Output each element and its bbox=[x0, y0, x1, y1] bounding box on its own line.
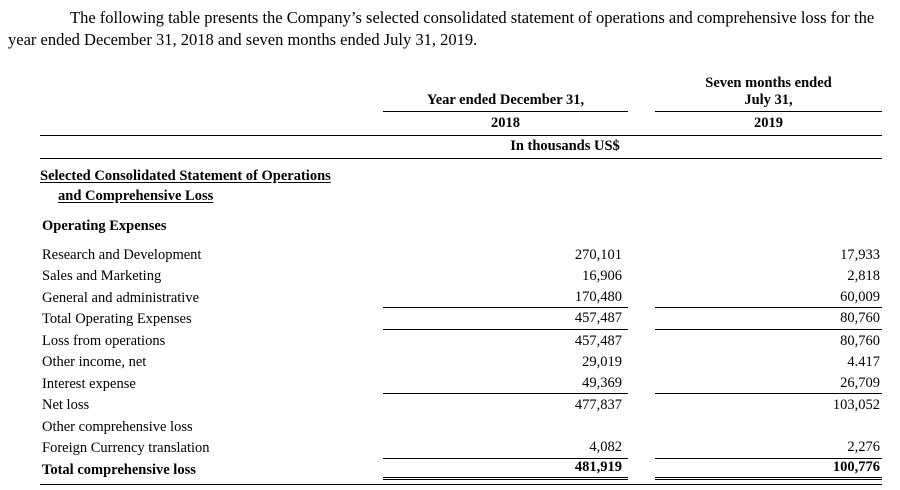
value-2019: 100,776 bbox=[655, 459, 882, 481]
table-row: Loss from operations 457,487 80,760 bbox=[40, 330, 882, 352]
header-gap bbox=[628, 75, 655, 113]
value-2019: 80,760 bbox=[840, 332, 880, 349]
value-2018: 4,082 bbox=[383, 439, 628, 459]
period-2019-label-line1: Seven months ended bbox=[705, 74, 832, 91]
value-2018 bbox=[383, 236, 628, 237]
column-header-2019-period: Seven months ended July 31, bbox=[655, 75, 882, 113]
table-row: Total comprehensive loss 481,919 100,776 bbox=[40, 459, 882, 481]
table-row: Foreign Currency translation 4,082 2,276 bbox=[40, 437, 882, 459]
value-2019 bbox=[655, 436, 882, 437]
value-2019: 2,276 bbox=[655, 439, 882, 459]
table-row: Net loss 477,837 103,052 bbox=[40, 394, 882, 416]
table-row: Operating Expenses bbox=[40, 215, 882, 237]
value-2019 bbox=[655, 236, 882, 237]
value-2018 bbox=[383, 436, 628, 437]
value-2018: 170,480 bbox=[383, 289, 628, 309]
header-spacer bbox=[40, 75, 383, 113]
row-label: Other comprehensive loss bbox=[42, 418, 193, 435]
table-bottom-rule bbox=[40, 484, 882, 486]
table-row: Other comprehensive loss bbox=[40, 416, 882, 438]
value-2018: 477,837 bbox=[574, 397, 622, 414]
year-2019-label: 2019 bbox=[754, 115, 783, 132]
section-title-line1: Selected Consolidated Statement of Opera… bbox=[40, 168, 331, 185]
table-row: Sales and Marketing 16,906 2,818 bbox=[40, 265, 882, 287]
value-2019: 17,933 bbox=[840, 246, 880, 263]
units-label: In thousands US$ bbox=[40, 136, 882, 160]
table-header-row: Year ended December 31, Seven months end… bbox=[40, 75, 882, 113]
section-title: Selected Consolidated Statement of Opera… bbox=[40, 167, 882, 206]
value-2019: 4.417 bbox=[847, 354, 880, 371]
value-2018: 49,369 bbox=[383, 375, 628, 395]
value-2018: 16,906 bbox=[582, 268, 622, 285]
table-row: Research and Development 270,101 17,933 bbox=[40, 244, 882, 266]
value-2018: 457,487 bbox=[574, 332, 622, 349]
financial-table: Year ended December 31, Seven months end… bbox=[40, 75, 882, 486]
table-row: General and administrative 170,480 60,00… bbox=[40, 287, 882, 309]
value-2018: 29,019 bbox=[582, 354, 622, 371]
intro-paragraph: The following table presents the Company… bbox=[8, 8, 875, 49]
table-row: Total Operating Expenses 457,487 80,760 bbox=[40, 308, 882, 330]
value-2019: 103,052 bbox=[832, 397, 880, 414]
row-label: Interest expense bbox=[42, 375, 136, 392]
table-body: Operating Expenses Research and Developm… bbox=[40, 215, 882, 481]
table-row: Other income, net 29,019 4.417 bbox=[40, 351, 882, 373]
column-header-2018-period: Year ended December 31, bbox=[383, 75, 628, 113]
value-2018: 481,919 bbox=[383, 459, 628, 481]
row-label: Operating Expenses bbox=[42, 218, 167, 235]
row-label: General and administrative bbox=[42, 289, 200, 306]
row-label: Net loss bbox=[42, 397, 90, 414]
period-2018-label: Year ended December 31, bbox=[426, 91, 585, 108]
value-2019: 26,709 bbox=[655, 375, 882, 395]
row-label: Sales and Marketing bbox=[42, 268, 162, 285]
row-label: Loss from operations bbox=[42, 332, 166, 349]
row-label: Research and Development bbox=[42, 246, 202, 263]
year-2018-label: 2018 bbox=[491, 115, 520, 132]
row-label: Other income, net bbox=[42, 354, 147, 371]
row-label: Foreign Currency translation bbox=[42, 440, 210, 457]
row-label: Total comprehensive loss bbox=[42, 461, 196, 478]
section-title-line2: and Comprehensive Loss bbox=[58, 187, 214, 204]
table-row: Interest expense 49,369 26,709 bbox=[40, 373, 882, 395]
value-2019: 60,009 bbox=[655, 289, 882, 309]
value-2018: 270,101 bbox=[574, 246, 622, 263]
value-2018: 457,487 bbox=[383, 310, 628, 330]
row-label: Total Operating Expenses bbox=[42, 311, 192, 328]
value-2019: 2,818 bbox=[847, 268, 880, 285]
period-2019-label-line2: July 31, bbox=[744, 91, 793, 108]
value-2019: 80,760 bbox=[655, 310, 882, 330]
table-year-row: 2018 2019 bbox=[40, 112, 882, 136]
